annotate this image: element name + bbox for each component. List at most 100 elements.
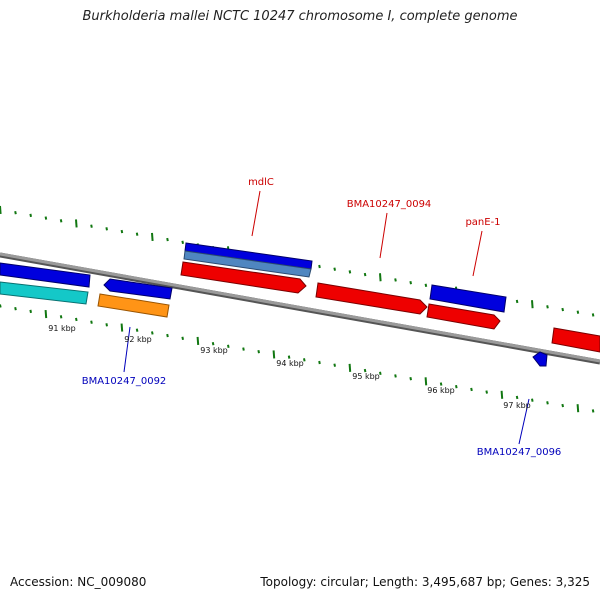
minor-tick (257, 350, 260, 354)
inner-tick-ring (0, 304, 595, 413)
minor-tick (546, 305, 549, 309)
minor-tick (576, 310, 580, 314)
label-leader-line (251, 190, 261, 237)
minor-tick (318, 360, 321, 365)
minor-tick (0, 304, 2, 308)
minor-tick (135, 232, 139, 236)
gene-label-bma10247-0092[interactable]: BMA10247_0092 (82, 376, 167, 387)
label-leader-line (123, 326, 131, 373)
minor-tick (14, 306, 17, 311)
minor-tick (363, 368, 367, 373)
minor-tick (90, 224, 93, 228)
gene-label-pane-1[interactable]: panE-1 (465, 217, 500, 228)
minor-tick (318, 264, 321, 269)
minor-tick (561, 307, 564, 312)
label-leader-line (379, 212, 388, 259)
minor-tick (470, 387, 473, 392)
gene-label-mdlc[interactable]: mdlC (248, 177, 274, 188)
major-tick (151, 232, 154, 241)
kbp-label: 93 kbp (200, 346, 228, 355)
minor-tick (515, 299, 519, 304)
gene-feature[interactable] (429, 284, 507, 313)
minor-tick (424, 283, 428, 288)
minor-tick (211, 341, 215, 346)
minor-tick (29, 309, 32, 314)
gene-label-bma10247-0096[interactable]: BMA10247_0096 (477, 447, 562, 458)
minor-tick (591, 313, 595, 317)
major-tick (75, 219, 78, 228)
minor-tick (333, 363, 336, 367)
minor-tick (348, 270, 352, 274)
minor-tick (29, 213, 32, 218)
kbp-label: 94 kbp (276, 359, 304, 368)
minor-tick (303, 358, 306, 362)
minor-tick (59, 315, 63, 319)
major-tick (0, 205, 2, 215)
minor-tick (14, 210, 17, 215)
genome-backbone (0, 252, 600, 363)
gene-feature[interactable] (315, 282, 428, 315)
minor-tick (227, 344, 230, 349)
label-leader-line (472, 230, 483, 277)
kbp-label: 92 kbp (124, 335, 152, 344)
minor-tick (394, 374, 397, 378)
kbp-label: 91 kbp (48, 324, 76, 333)
minor-tick (151, 331, 154, 335)
minor-tick (591, 409, 595, 413)
kbp-label: 96 kbp (427, 386, 455, 395)
minor-tick (394, 278, 397, 282)
major-tick (576, 404, 580, 413)
minor-tick (379, 371, 382, 375)
minor-tick (135, 328, 139, 332)
minor-tick (59, 219, 63, 223)
gene-feature[interactable] (532, 351, 548, 367)
minor-tick (485, 390, 488, 394)
genome-info-text: Topology: circular; Length: 3,495,687 bp… (260, 575, 590, 589)
minor-tick (181, 336, 184, 340)
gene-label-bma10247-0094[interactable]: BMA10247_0094 (347, 199, 432, 210)
minor-tick (409, 280, 412, 285)
minor-tick (561, 403, 564, 408)
major-tick (120, 323, 124, 332)
gene-feature[interactable] (103, 278, 173, 300)
minor-tick (363, 272, 367, 277)
gene-feature[interactable] (180, 261, 307, 294)
minor-tick (166, 237, 169, 242)
minor-tick (333, 267, 336, 271)
minor-tick (90, 320, 93, 324)
gene-feature[interactable] (426, 303, 501, 330)
minor-tick (105, 227, 108, 231)
minor-tick (166, 333, 169, 338)
label-leader-line (518, 398, 530, 445)
minor-tick (120, 229, 124, 234)
major-tick (272, 350, 276, 359)
minor-tick (546, 401, 549, 405)
minor-tick (44, 216, 48, 220)
minor-tick (409, 376, 412, 381)
gene-feature[interactable] (551, 327, 600, 353)
page-title: Burkholderia mallei NCTC 10247 chromosom… (82, 9, 518, 24)
gene-feature[interactable] (97, 293, 170, 318)
kbp-label: 95 kbp (352, 372, 380, 381)
major-tick (379, 273, 382, 282)
gene-feature[interactable] (0, 262, 91, 288)
minor-tick (287, 355, 291, 359)
major-tick (348, 363, 352, 372)
minor-tick (439, 382, 443, 386)
minor-tick (242, 347, 245, 351)
minor-tick (105, 323, 108, 327)
minor-tick (531, 398, 534, 402)
major-tick (196, 336, 200, 346)
minor-tick (75, 317, 78, 322)
major-tick (44, 309, 48, 319)
accession-text: Accession: NC_009080 (10, 575, 147, 589)
gene-feature[interactable] (183, 250, 312, 278)
minor-tick (181, 240, 184, 244)
major-tick (500, 390, 504, 399)
minor-tick (455, 385, 458, 389)
major-tick (531, 300, 534, 309)
gene-feature[interactable] (0, 281, 89, 305)
major-tick (424, 377, 428, 386)
